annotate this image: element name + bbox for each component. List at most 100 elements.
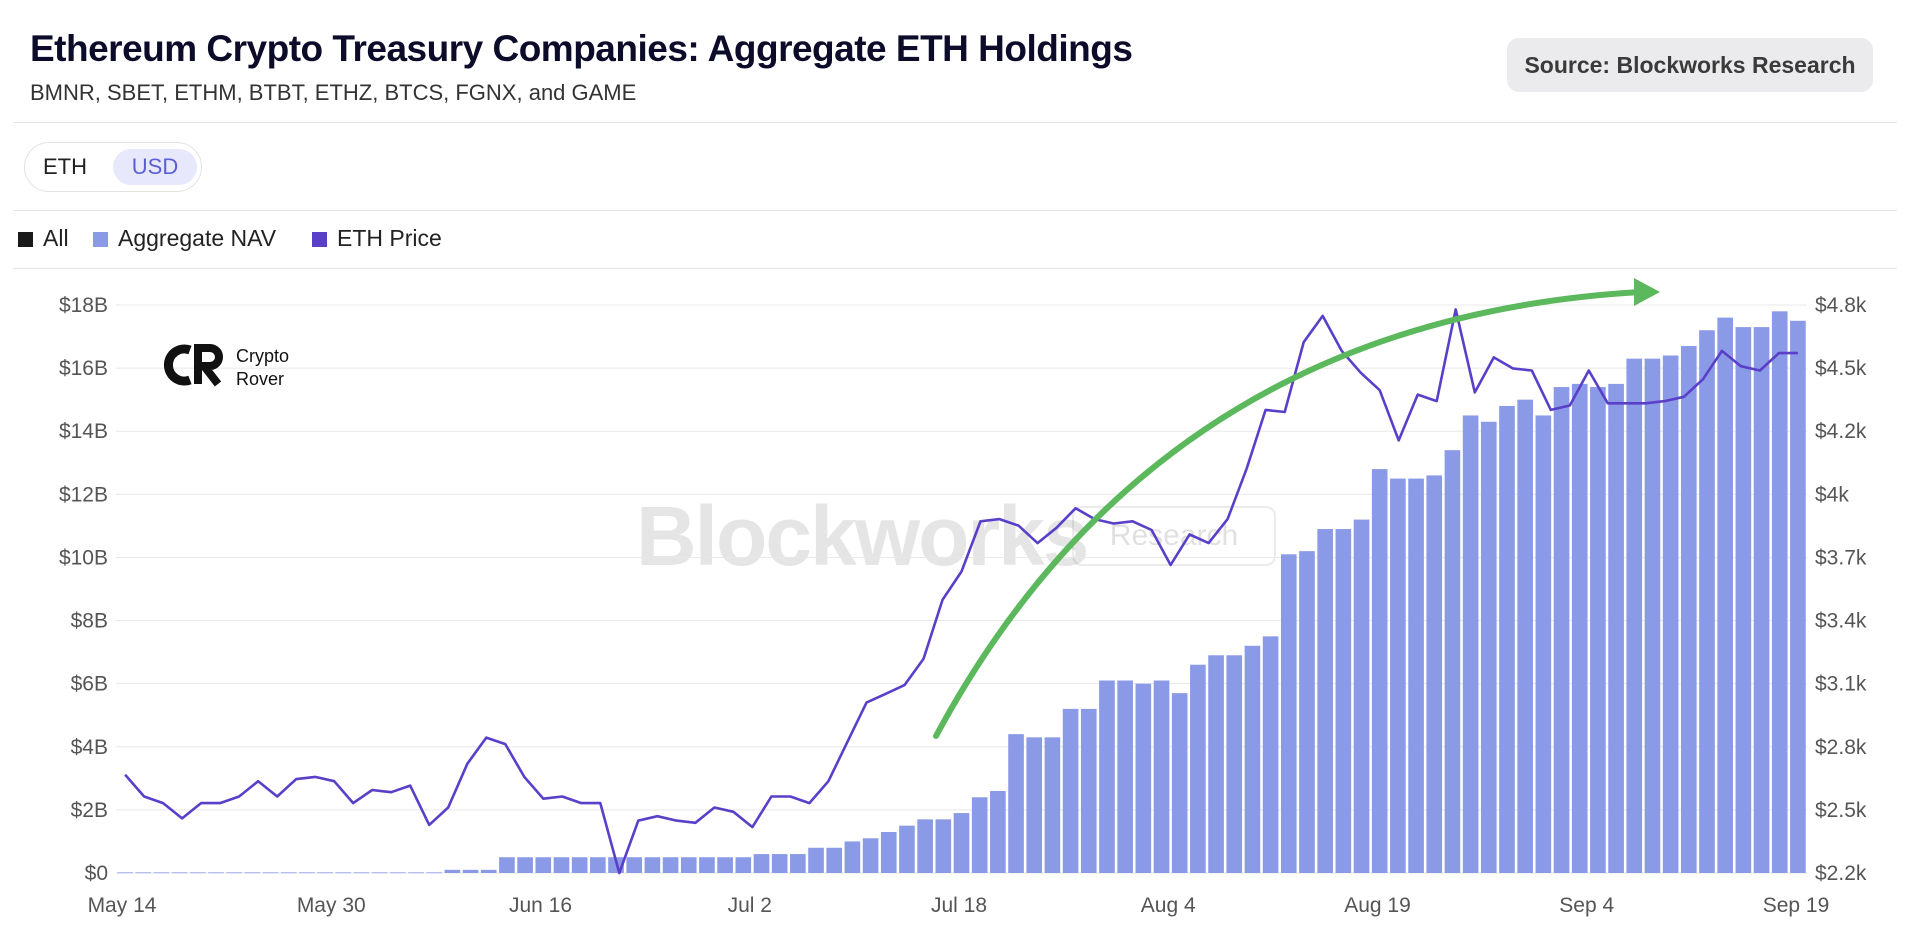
y-tick-left: $6B	[71, 673, 108, 696]
cr-logo-icon	[164, 344, 223, 387]
nav-bar	[1080, 708, 1097, 873]
nav-bar	[553, 857, 570, 873]
legend-label-all: All	[43, 225, 69, 251]
trend-arrow-head	[1634, 278, 1660, 306]
x-tick: Jun 16	[509, 894, 572, 917]
nav-bar	[335, 872, 352, 874]
nav-bar	[1280, 554, 1297, 873]
nav-bar	[971, 797, 988, 873]
nav-bar	[680, 857, 697, 873]
nav-bar	[826, 847, 843, 873]
nav-bar	[171, 872, 188, 874]
nav-bar	[844, 841, 861, 873]
source-badge: Source: Blockworks Research	[1507, 38, 1873, 92]
y-tick-left: $8B	[71, 610, 108, 633]
y-tick-right: $2.5k	[1815, 799, 1867, 822]
x-tick: Aug 19	[1344, 894, 1411, 917]
y-tick-right: $4.5k	[1815, 357, 1867, 380]
y-tick-left: $0	[85, 862, 108, 885]
nav-bar	[917, 819, 933, 873]
nav-bar	[1408, 478, 1424, 873]
nav-bar	[1444, 450, 1461, 873]
nav-bar	[1680, 346, 1697, 873]
nav-bar	[1190, 664, 1206, 873]
nav-bar	[317, 872, 333, 874]
nav-bar	[699, 857, 715, 873]
eth-price-line	[124, 308, 1798, 875]
legend-swatch-eth-price	[312, 232, 327, 247]
nav-bar	[1517, 399, 1533, 873]
y-tick-left: $10B	[59, 546, 108, 569]
nav-bar	[1699, 330, 1715, 873]
nav-bar	[644, 857, 661, 873]
y-tick-left: $2B	[71, 799, 108, 822]
nav-bar	[880, 831, 897, 873]
legend-item-eth-price[interactable]: ETH Price	[312, 225, 442, 252]
nav-bar	[299, 872, 315, 874]
nav-bar	[1608, 383, 1624, 873]
nav-bar	[1662, 355, 1679, 873]
x-tick: Jul 18	[931, 894, 987, 917]
nav-bar	[1135, 683, 1152, 873]
nav-bar	[1371, 469, 1388, 873]
nav-bar	[590, 857, 606, 873]
nav-bar	[226, 872, 243, 874]
watermark-tag: Research	[1072, 506, 1276, 566]
nav-bar	[753, 854, 770, 873]
nav-bar	[808, 847, 824, 873]
watermark-brand: Blockworks	[636, 489, 1090, 583]
nav-bar	[135, 872, 152, 874]
x-tick: May 30	[297, 894, 366, 917]
toggle-option-eth[interactable]: ETH	[43, 154, 87, 179]
toggle-option-usd[interactable]: USD	[113, 149, 197, 185]
nav-bar	[1317, 529, 1333, 873]
nav-bar	[1171, 693, 1188, 873]
nav-bar	[1462, 415, 1479, 873]
nav-bar	[426, 872, 443, 874]
nav-bar	[1553, 387, 1570, 873]
nav-bar	[899, 825, 915, 873]
nav-bar	[1262, 636, 1279, 873]
nav-bar	[462, 869, 479, 873]
y-tick-right: $3.4k	[1815, 610, 1867, 633]
nav-bar	[571, 857, 588, 873]
nav-bar	[1208, 655, 1224, 873]
nav-bar	[371, 872, 388, 874]
legend-label-eth-price: ETH Price	[337, 225, 442, 251]
y-tick-right: $3.7k	[1815, 546, 1867, 569]
nav-bar	[117, 872, 133, 874]
chart-subtitle: BMNR, SBET, ETHM, BTBT, ETHZ, BTCS, FGNX…	[30, 80, 637, 105]
nav-bar	[1499, 405, 1515, 873]
legend-swatch-aggregate-nav	[93, 232, 108, 247]
currency-toggle[interactable]: ETH USD	[24, 142, 202, 192]
y-tick-left: $12B	[59, 483, 108, 506]
nav-bar	[208, 872, 224, 874]
nav-bar	[626, 857, 643, 873]
nav-bar	[1771, 311, 1788, 873]
nav-bar	[1717, 317, 1733, 874]
nav-bar	[1008, 734, 1024, 873]
y-tick-left: $14B	[59, 420, 108, 443]
nav-bar	[1426, 475, 1443, 873]
nav-bar	[1299, 551, 1315, 873]
x-tick: Sep 19	[1763, 894, 1830, 917]
y-tick-right: $2.8k	[1815, 736, 1867, 759]
legend-item-aggregate-nav[interactable]: Aggregate NAV	[93, 225, 276, 252]
nav-bar	[1099, 680, 1115, 873]
nav-bar	[662, 857, 679, 873]
legend-swatch-all	[18, 232, 33, 247]
y-tick-right: $3.1k	[1815, 673, 1867, 696]
nav-bar	[1790, 320, 1806, 873]
y-tick-right: $4k	[1815, 483, 1849, 506]
legend-item-all[interactable]: All	[18, 225, 69, 252]
nav-bar	[735, 857, 752, 873]
y-tick-left: $18B	[59, 294, 108, 317]
nav-bar	[1735, 327, 1752, 874]
nav-bar	[444, 869, 461, 873]
nav-bar	[499, 857, 515, 873]
nav-bar	[535, 857, 552, 873]
trend-arrow	[933, 289, 1643, 739]
logo-line-1: Crypto	[236, 346, 290, 366]
nav-bar	[862, 838, 879, 873]
